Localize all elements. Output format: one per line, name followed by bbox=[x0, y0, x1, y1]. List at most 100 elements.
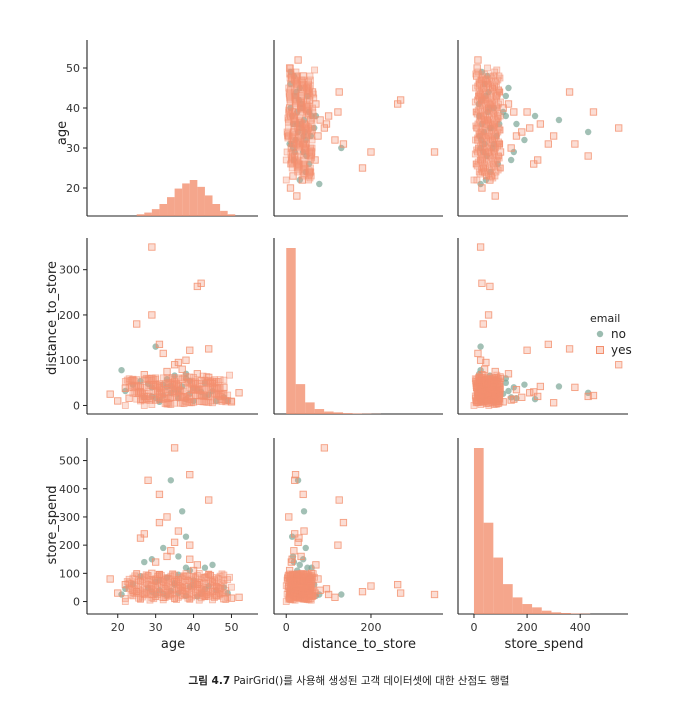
point-yes bbox=[125, 584, 133, 592]
point-yes bbox=[163, 552, 171, 561]
point-yes bbox=[203, 573, 211, 580]
x-tick-label: 200 bbox=[360, 621, 381, 634]
point-yes bbox=[140, 402, 148, 409]
point-yes bbox=[494, 375, 502, 383]
point-no bbox=[338, 591, 345, 598]
point-yes bbox=[163, 583, 171, 590]
point-yes bbox=[282, 156, 290, 164]
point-yes bbox=[296, 116, 304, 124]
point-yes bbox=[227, 594, 236, 602]
histogram-bar bbox=[561, 613, 571, 614]
point-yes bbox=[294, 168, 302, 176]
point-yes bbox=[290, 547, 298, 555]
point-yes bbox=[484, 80, 492, 88]
point-no bbox=[505, 387, 512, 395]
point-yes bbox=[199, 583, 207, 591]
point-yes bbox=[114, 589, 122, 597]
point-yes bbox=[148, 382, 156, 390]
point-yes bbox=[174, 527, 183, 535]
point-no bbox=[186, 567, 193, 574]
point-yes bbox=[222, 596, 230, 603]
point-yes bbox=[476, 94, 483, 102]
point-yes bbox=[140, 396, 148, 404]
point-yes bbox=[294, 136, 302, 144]
point-yes bbox=[211, 576, 218, 584]
point-no bbox=[502, 379, 510, 387]
point-yes bbox=[129, 389, 137, 397]
y-axis-label-age: age bbox=[55, 121, 70, 145]
point-yes bbox=[163, 513, 171, 521]
point-yes bbox=[523, 108, 531, 116]
point-yes bbox=[152, 558, 160, 566]
histogram-bar bbox=[333, 412, 344, 414]
point-yes bbox=[474, 120, 482, 128]
point-yes bbox=[490, 72, 498, 80]
point-yes bbox=[488, 98, 496, 106]
point-yes bbox=[308, 132, 316, 140]
point-yes bbox=[228, 583, 235, 591]
point-no bbox=[304, 564, 311, 571]
point-yes bbox=[121, 384, 129, 392]
point-yes bbox=[173, 578, 180, 585]
point-yes bbox=[478, 184, 486, 192]
point-yes bbox=[306, 577, 314, 585]
point-yes bbox=[301, 148, 308, 156]
point-no bbox=[510, 384, 518, 391]
point-yes bbox=[549, 399, 558, 407]
point-yes bbox=[289, 136, 297, 144]
point-yes bbox=[284, 572, 292, 580]
point-yes bbox=[152, 383, 160, 390]
point-no bbox=[531, 112, 539, 120]
point-yes bbox=[477, 128, 485, 136]
point-yes bbox=[358, 588, 367, 596]
point-no bbox=[521, 381, 528, 388]
point-yes bbox=[148, 585, 156, 593]
point-yes bbox=[218, 570, 226, 578]
point-yes bbox=[211, 594, 218, 601]
point-yes bbox=[159, 349, 167, 358]
point-yes bbox=[507, 396, 515, 404]
point-yes bbox=[512, 385, 521, 394]
point-yes bbox=[148, 243, 156, 251]
histogram-bar bbox=[551, 612, 562, 614]
point-yes bbox=[144, 589, 152, 597]
point-yes bbox=[178, 365, 186, 373]
point-yes bbox=[526, 124, 534, 132]
point-yes bbox=[235, 593, 243, 601]
point-yes bbox=[496, 140, 503, 148]
point-yes bbox=[494, 128, 502, 136]
point-yes bbox=[135, 383, 142, 391]
point-yes bbox=[142, 589, 150, 596]
point-yes bbox=[489, 122, 497, 130]
point-yes bbox=[235, 389, 243, 397]
point-yes bbox=[180, 374, 188, 382]
point-yes bbox=[494, 114, 502, 122]
point-yes bbox=[114, 397, 122, 405]
point-yes bbox=[199, 393, 207, 400]
point-yes bbox=[209, 578, 216, 586]
point-yes bbox=[106, 575, 114, 583]
point-yes bbox=[291, 583, 299, 591]
histogram-bar bbox=[295, 384, 306, 414]
point-yes bbox=[480, 136, 488, 144]
point-yes bbox=[306, 148, 313, 156]
point-no bbox=[167, 477, 175, 484]
point-yes bbox=[148, 594, 156, 602]
point-yes bbox=[480, 164, 487, 172]
point-yes bbox=[496, 88, 504, 96]
point-yes bbox=[300, 140, 308, 148]
histogram-bar bbox=[503, 584, 513, 614]
point-yes bbox=[188, 584, 196, 592]
point-yes bbox=[212, 582, 220, 590]
point-yes bbox=[306, 156, 314, 164]
point-yes bbox=[303, 593, 311, 600]
point-yes bbox=[367, 582, 375, 590]
point-yes bbox=[180, 572, 188, 580]
point-yes bbox=[487, 168, 495, 176]
point-yes bbox=[142, 571, 150, 579]
point-yes bbox=[174, 358, 183, 367]
caption-figure-number: 그림 4.7 bbox=[188, 675, 231, 687]
point-yes bbox=[188, 593, 196, 601]
panel-0-2 bbox=[457, 40, 628, 217]
point-yes bbox=[305, 166, 313, 174]
